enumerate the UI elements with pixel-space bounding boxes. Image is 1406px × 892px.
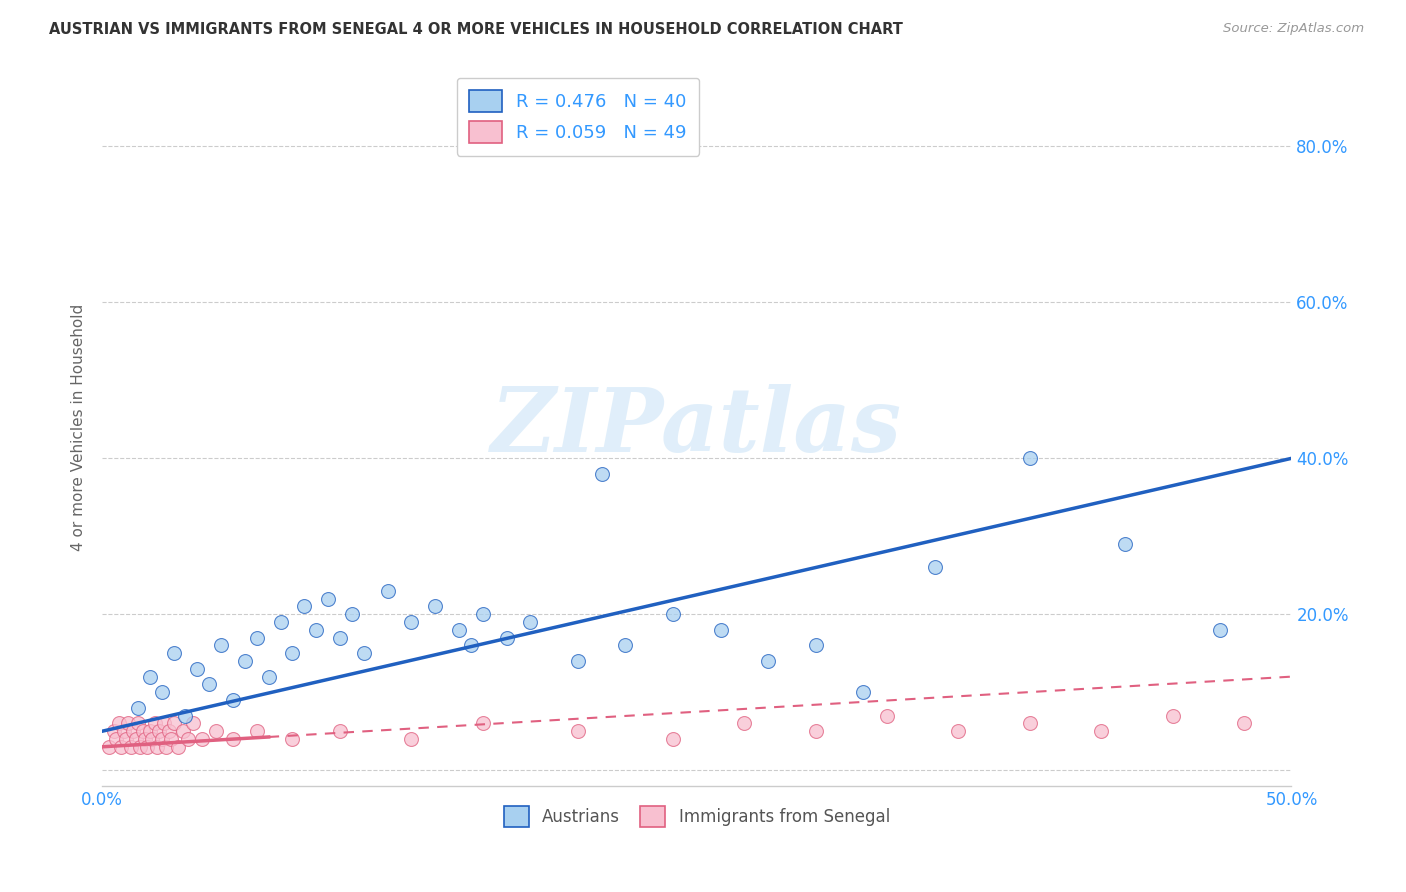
Point xyxy=(155,739,177,754)
Point xyxy=(292,599,315,614)
Point xyxy=(150,685,173,699)
Point xyxy=(710,623,733,637)
Point xyxy=(460,639,482,653)
Legend: Austrians, Immigrants from Senegal: Austrians, Immigrants from Senegal xyxy=(495,797,898,835)
Point xyxy=(316,591,339,606)
Point xyxy=(198,677,221,691)
Point xyxy=(756,654,779,668)
Point xyxy=(146,739,169,754)
Y-axis label: 4 or more Vehicles in Household: 4 or more Vehicles in Household xyxy=(72,303,86,550)
Point xyxy=(153,716,176,731)
Point xyxy=(191,731,214,746)
Point xyxy=(591,467,613,481)
Point xyxy=(110,739,132,754)
Point xyxy=(108,716,131,731)
Point xyxy=(209,639,232,653)
Point xyxy=(139,724,162,739)
Point xyxy=(876,708,898,723)
Point xyxy=(281,646,304,660)
Point xyxy=(139,670,162,684)
Point xyxy=(246,631,269,645)
Point xyxy=(177,731,200,746)
Point xyxy=(662,607,685,622)
Point xyxy=(141,731,163,746)
Point xyxy=(122,724,145,739)
Point xyxy=(471,716,494,731)
Point xyxy=(103,724,125,739)
Point xyxy=(614,639,637,653)
Point xyxy=(948,724,970,739)
Point xyxy=(134,731,156,746)
Point xyxy=(131,724,153,739)
Point xyxy=(233,654,256,668)
Point xyxy=(127,716,149,731)
Point xyxy=(377,583,399,598)
Point xyxy=(174,708,197,723)
Point xyxy=(115,731,138,746)
Point xyxy=(281,731,304,746)
Point xyxy=(162,716,184,731)
Point xyxy=(129,739,152,754)
Point xyxy=(401,615,423,629)
Point xyxy=(112,724,135,739)
Point xyxy=(270,615,292,629)
Text: ZIPatlas: ZIPatlas xyxy=(491,384,903,470)
Point xyxy=(495,631,517,645)
Point xyxy=(804,639,827,653)
Point xyxy=(567,724,589,739)
Point xyxy=(1233,716,1256,731)
Point xyxy=(205,724,228,739)
Point xyxy=(804,724,827,739)
Point xyxy=(852,685,875,699)
Point xyxy=(150,731,173,746)
Point xyxy=(1114,537,1136,551)
Point xyxy=(181,716,204,731)
Point xyxy=(662,731,685,746)
Point xyxy=(117,716,139,731)
Point xyxy=(924,560,946,574)
Point xyxy=(305,623,328,637)
Point xyxy=(447,623,470,637)
Point xyxy=(160,731,183,746)
Point xyxy=(329,631,352,645)
Point xyxy=(1090,724,1112,739)
Point xyxy=(127,701,149,715)
Point xyxy=(471,607,494,622)
Point xyxy=(1018,716,1040,731)
Text: Source: ZipAtlas.com: Source: ZipAtlas.com xyxy=(1223,22,1364,36)
Point xyxy=(162,646,184,660)
Point xyxy=(340,607,363,622)
Point xyxy=(222,731,245,746)
Point xyxy=(172,724,194,739)
Point xyxy=(143,716,166,731)
Point xyxy=(157,724,180,739)
Point xyxy=(519,615,541,629)
Point xyxy=(136,739,159,754)
Point xyxy=(401,731,423,746)
Point xyxy=(167,739,190,754)
Point xyxy=(257,670,280,684)
Point xyxy=(148,724,170,739)
Point xyxy=(124,731,146,746)
Point xyxy=(105,731,128,746)
Point xyxy=(120,739,142,754)
Point xyxy=(222,693,245,707)
Point xyxy=(567,654,589,668)
Point xyxy=(98,739,121,754)
Point xyxy=(1018,451,1040,466)
Point xyxy=(186,662,208,676)
Point xyxy=(329,724,352,739)
Point xyxy=(1209,623,1232,637)
Point xyxy=(246,724,269,739)
Point xyxy=(1161,708,1184,723)
Point xyxy=(425,599,447,614)
Point xyxy=(353,646,375,660)
Point xyxy=(733,716,755,731)
Text: AUSTRIAN VS IMMIGRANTS FROM SENEGAL 4 OR MORE VEHICLES IN HOUSEHOLD CORRELATION : AUSTRIAN VS IMMIGRANTS FROM SENEGAL 4 OR… xyxy=(49,22,903,37)
